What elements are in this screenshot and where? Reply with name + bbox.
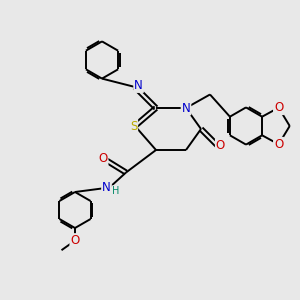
Text: O: O <box>98 152 107 166</box>
Text: N: N <box>102 181 111 194</box>
Text: O: O <box>274 138 283 151</box>
Text: S: S <box>130 119 137 133</box>
Text: N: N <box>134 79 143 92</box>
Text: H: H <box>112 186 120 196</box>
Text: O: O <box>274 101 283 114</box>
Text: O: O <box>70 234 80 247</box>
Text: O: O <box>216 139 225 152</box>
Text: N: N <box>182 101 190 115</box>
